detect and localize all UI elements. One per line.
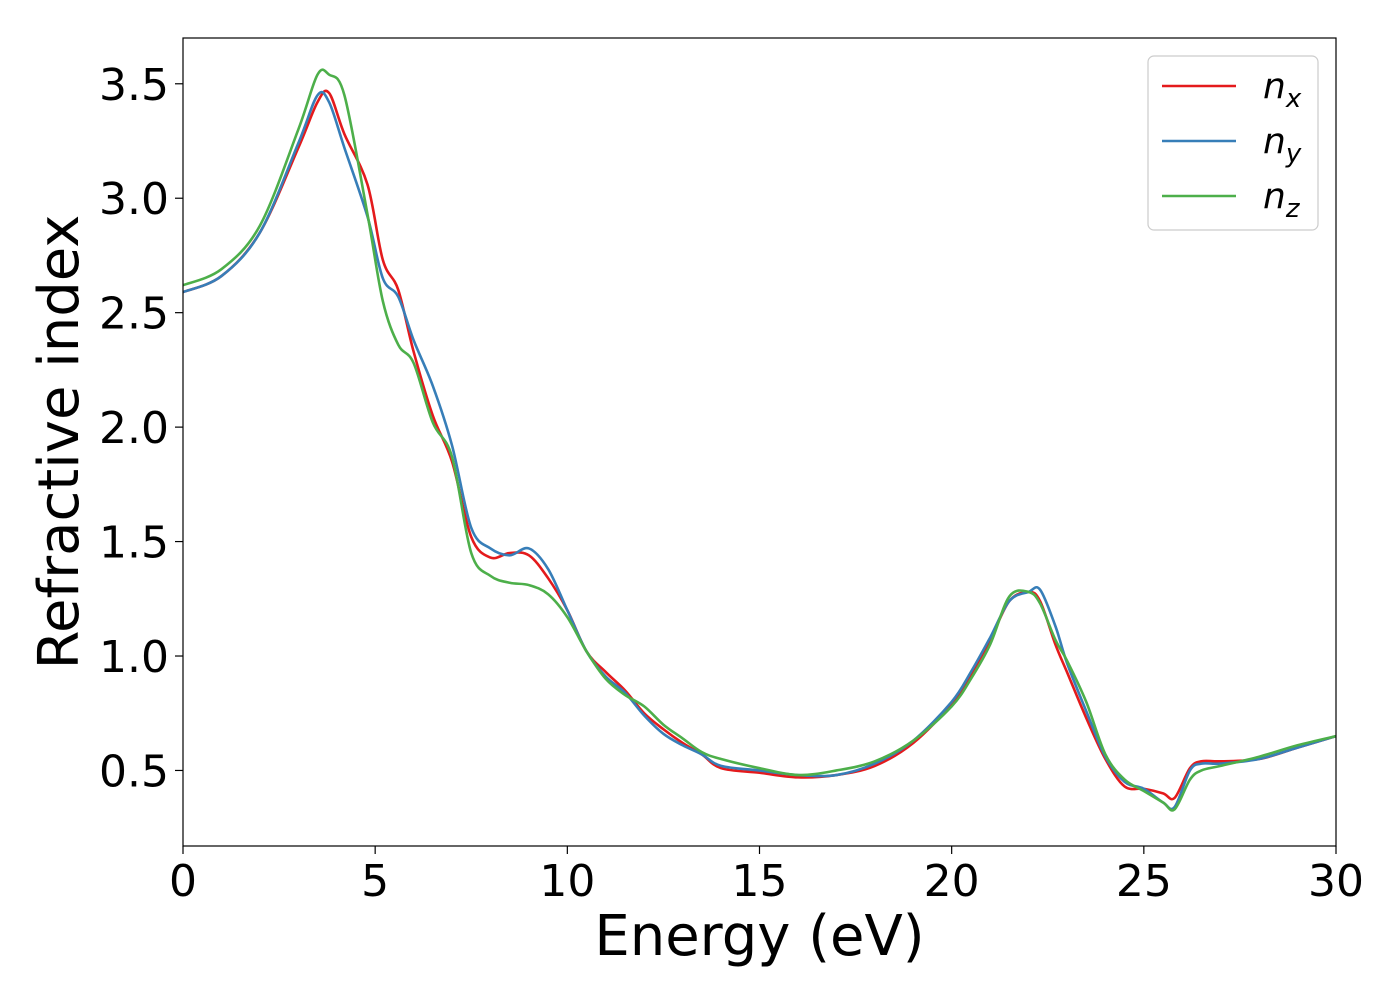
y-tick-label: 3.0 [99, 174, 169, 225]
x-tick-label: 5 [361, 856, 389, 907]
series-line-z [182, 68, 1337, 812]
x-tick-label: 10 [539, 856, 595, 907]
y-tick-label: 2.5 [99, 289, 169, 340]
y-tick-label: 3.5 [99, 60, 169, 111]
y-axis-title: Refractive index [27, 215, 92, 670]
y-tick-label: 0.5 [99, 746, 169, 797]
y-axis-ticks: 0.5 1.0 1.5 2.0 2.5 3.0 3.5 [99, 60, 183, 797]
series-layer [182, 68, 1337, 812]
y-tick-label: 2.0 [99, 403, 169, 454]
x-axis-ticks: 0 5 10 15 20 25 30 [169, 846, 1364, 907]
legend-label-y: ny [1263, 121, 1302, 169]
x-tick-label: 25 [1116, 856, 1172, 907]
x-tick-label: 30 [1308, 856, 1364, 907]
y-tick-label: 1.0 [99, 632, 169, 683]
x-tick-label: 20 [924, 856, 980, 907]
legend: nx ny nz [1147, 55, 1319, 231]
legend-label-z: nz [1263, 176, 1301, 224]
legend-label-x: nx [1263, 66, 1302, 114]
legend-box [1147, 55, 1319, 231]
x-axis-title: Energy (eV) [594, 904, 924, 969]
x-tick-label: 0 [169, 856, 197, 907]
y-tick-label: 1.5 [99, 518, 169, 569]
x-tick-label: 15 [732, 856, 788, 907]
